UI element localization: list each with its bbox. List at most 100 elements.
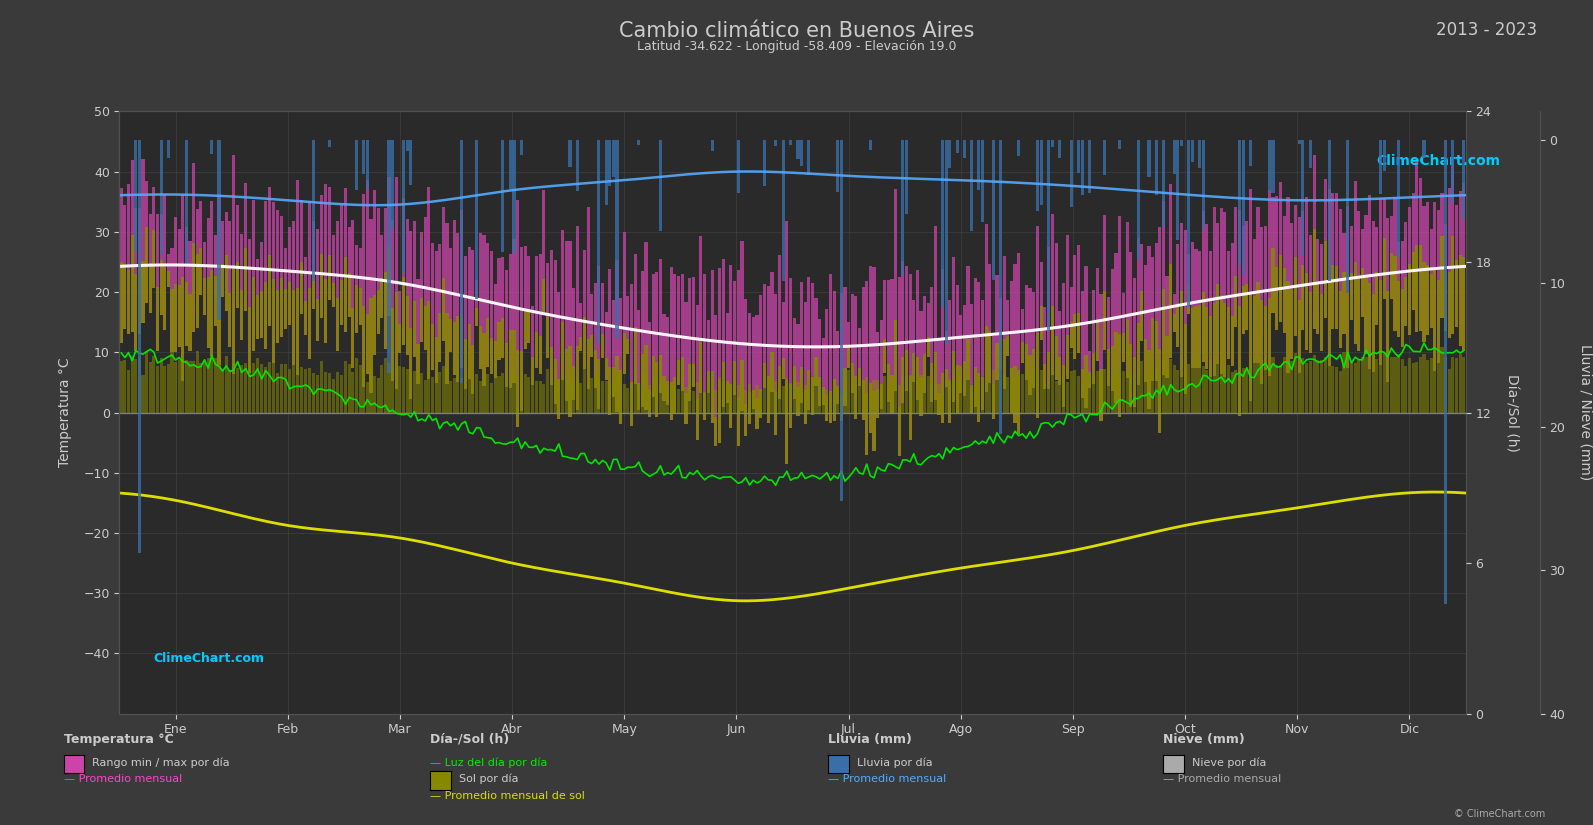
Bar <box>640 374 644 412</box>
Bar <box>475 374 478 412</box>
Bar <box>159 260 162 315</box>
Bar <box>575 140 578 191</box>
Bar <box>1357 211 1360 351</box>
Bar <box>575 346 578 410</box>
Bar <box>1158 348 1161 433</box>
Bar <box>421 298 424 342</box>
Bar <box>370 219 373 394</box>
Bar <box>1206 224 1209 369</box>
Bar <box>1018 370 1020 434</box>
Bar <box>249 238 252 373</box>
Bar <box>1115 365 1118 412</box>
Bar <box>688 383 691 412</box>
Bar <box>1192 309 1193 367</box>
Bar <box>1349 226 1352 320</box>
Bar <box>249 307 252 373</box>
Bar <box>868 383 871 432</box>
Bar <box>513 376 516 412</box>
Bar <box>1405 222 1408 326</box>
Bar <box>1313 155 1316 329</box>
Bar <box>362 194 365 387</box>
Bar <box>898 406 900 456</box>
Bar <box>483 378 486 412</box>
Bar <box>1126 319 1129 378</box>
Bar <box>1241 226 1244 334</box>
Bar <box>1176 140 1179 240</box>
Bar <box>1058 357 1061 385</box>
Bar <box>1263 368 1266 412</box>
Bar <box>347 228 350 317</box>
Bar <box>228 221 231 347</box>
Bar <box>594 351 597 388</box>
Bar <box>583 317 586 369</box>
Bar <box>387 140 390 373</box>
Bar <box>919 376 922 416</box>
Bar <box>938 393 940 415</box>
Bar <box>1448 187 1451 338</box>
Bar <box>225 255 228 311</box>
Bar <box>456 316 459 382</box>
Bar <box>808 383 811 412</box>
Bar <box>612 381 615 412</box>
Bar <box>196 254 199 328</box>
Bar <box>859 328 862 385</box>
Bar <box>358 365 362 412</box>
Bar <box>1158 372 1161 412</box>
Bar <box>736 397 739 446</box>
Bar <box>1271 196 1274 314</box>
Bar <box>1133 357 1136 407</box>
Bar <box>836 140 840 191</box>
Bar <box>1301 140 1305 256</box>
Bar <box>609 367 612 415</box>
Bar <box>1129 372 1133 412</box>
Text: © ClimeChart.com: © ClimeChart.com <box>1454 808 1545 818</box>
Bar <box>1110 269 1114 391</box>
Bar <box>210 358 213 412</box>
Bar <box>722 258 725 407</box>
Bar <box>320 361 323 412</box>
Bar <box>553 359 556 404</box>
Bar <box>236 205 239 309</box>
Bar <box>1055 380 1058 412</box>
Bar <box>398 366 401 412</box>
Bar <box>193 243 196 332</box>
Bar <box>1405 365 1408 412</box>
Bar <box>688 278 691 401</box>
Bar <box>435 337 438 383</box>
Bar <box>876 389 879 417</box>
Bar <box>1155 243 1158 381</box>
Bar <box>868 140 871 149</box>
Bar <box>992 384 996 419</box>
Bar <box>1459 191 1462 346</box>
Bar <box>1389 252 1392 299</box>
Bar <box>1187 140 1190 307</box>
Bar <box>421 373 424 412</box>
Bar <box>409 140 413 186</box>
Bar <box>808 140 811 175</box>
Bar <box>782 302 785 380</box>
Bar <box>188 241 191 351</box>
Bar <box>843 368 846 406</box>
Bar <box>1040 262 1043 340</box>
Text: Cambio climático en Buenos Aires: Cambio climático en Buenos Aires <box>618 21 975 40</box>
Bar <box>1187 254 1190 314</box>
Bar <box>828 392 832 412</box>
Bar <box>674 386 677 412</box>
Bar <box>714 315 717 446</box>
Bar <box>1451 140 1454 204</box>
Bar <box>479 381 481 412</box>
Bar <box>395 293 398 389</box>
Bar <box>956 375 959 412</box>
Bar <box>744 389 747 412</box>
Bar <box>280 215 284 337</box>
Bar <box>1077 314 1080 353</box>
Bar <box>1074 370 1077 412</box>
Bar <box>325 184 328 343</box>
Bar <box>927 303 930 357</box>
Bar <box>840 396 843 422</box>
Bar <box>597 360 601 409</box>
Bar <box>467 371 470 412</box>
Bar <box>652 380 655 412</box>
Bar <box>1462 257 1466 351</box>
Bar <box>370 359 373 412</box>
